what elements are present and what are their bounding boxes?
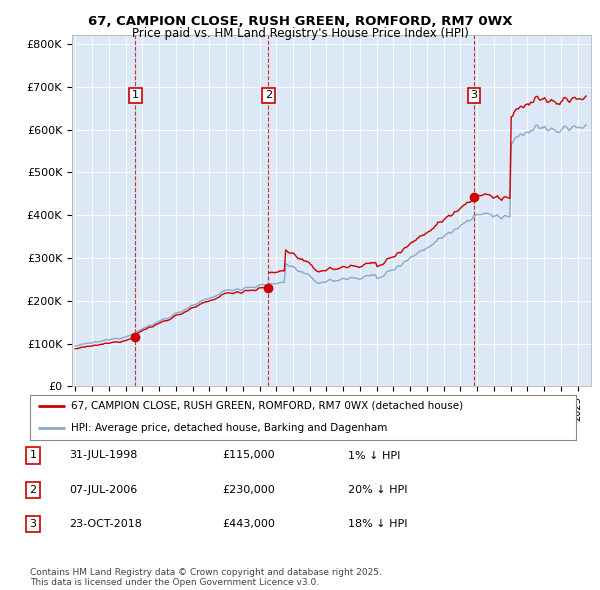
Text: Contains HM Land Registry data © Crown copyright and database right 2025.
This d: Contains HM Land Registry data © Crown c… [30,568,382,587]
Text: 1: 1 [29,451,37,460]
Text: £443,000: £443,000 [222,519,275,529]
Text: 20% ↓ HPI: 20% ↓ HPI [348,485,407,494]
Text: 1% ↓ HPI: 1% ↓ HPI [348,451,400,460]
Text: 3: 3 [29,519,37,529]
Text: Price paid vs. HM Land Registry's House Price Index (HPI): Price paid vs. HM Land Registry's House … [131,27,469,40]
Text: £115,000: £115,000 [222,451,275,460]
Text: 07-JUL-2006: 07-JUL-2006 [69,485,137,494]
Text: 2: 2 [29,485,37,494]
Text: 2: 2 [265,90,272,100]
Text: 23-OCT-2018: 23-OCT-2018 [69,519,142,529]
Text: 67, CAMPION CLOSE, RUSH GREEN, ROMFORD, RM7 0WX: 67, CAMPION CLOSE, RUSH GREEN, ROMFORD, … [88,15,512,28]
Text: 67, CAMPION CLOSE, RUSH GREEN, ROMFORD, RM7 0WX (detached house): 67, CAMPION CLOSE, RUSH GREEN, ROMFORD, … [71,401,463,411]
Text: £230,000: £230,000 [222,485,275,494]
Text: 18% ↓ HPI: 18% ↓ HPI [348,519,407,529]
Text: 3: 3 [470,90,478,100]
Text: 1: 1 [132,90,139,100]
Text: 31-JUL-1998: 31-JUL-1998 [69,451,137,460]
Text: HPI: Average price, detached house, Barking and Dagenham: HPI: Average price, detached house, Bark… [71,424,388,433]
